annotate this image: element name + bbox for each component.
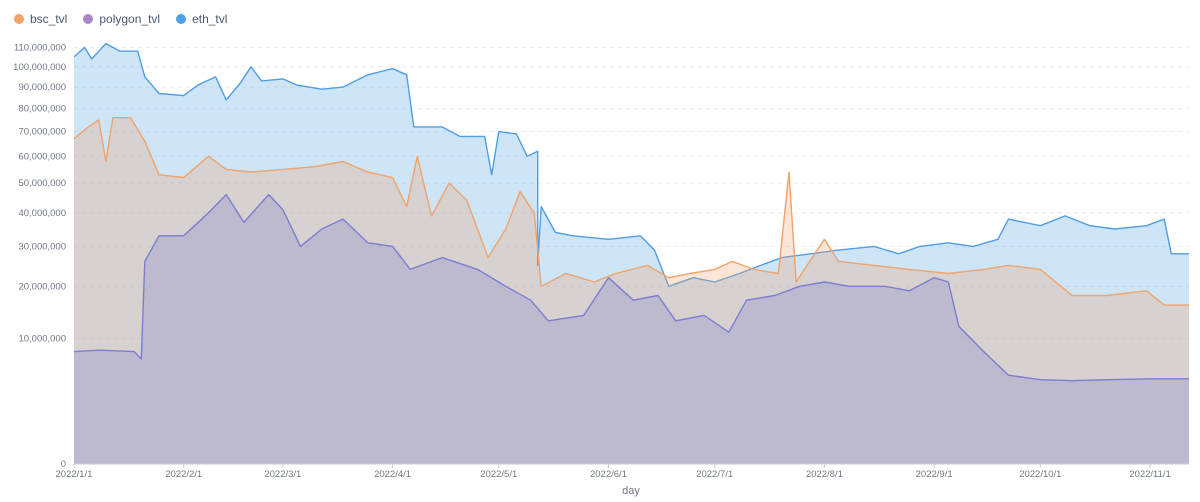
y-tick-label: 100,000,000 <box>13 62 66 73</box>
legend-swatch-bsc <box>14 14 24 24</box>
series-line-polygon_tvl[interactable] <box>73 193 1189 382</box>
x-axis: 2022/1/1 2022/2/1 2022/3/1 2022/4/1 2022/5/1… <box>56 463 1189 480</box>
series-line-bsc_tvl[interactable] <box>73 117 1189 306</box>
x-tick-label: 2022/6/1 <box>590 469 627 480</box>
x-tick-label: 2022/2/1 <box>165 469 202 480</box>
x-tick-label: 2022/4/1 <box>374 469 411 480</box>
series-areas <box>73 42 1189 464</box>
x-tick-label: 2022/9/1 <box>916 469 953 480</box>
legend-item-bsc[interactable]: bsc_tvl <box>14 12 67 26</box>
legend-label-bsc: bsc_tvl <box>30 12 68 26</box>
y-tick-label: 70,000,000 <box>18 127 66 138</box>
legend-label-eth: eth_tvl <box>192 12 228 26</box>
x-tick-label: 2022/3/1 <box>264 469 301 480</box>
y-tick-label: 80,000,000 <box>18 104 66 115</box>
series-line-eth_tvl[interactable] <box>73 42 1189 287</box>
y-tick-label: 110,000,000 <box>14 42 66 53</box>
y-tick-label: 10,000,000 <box>18 333 66 344</box>
series-area-bsc_tvl <box>74 117 1189 464</box>
legend-item-polygon[interactable]: polygon_tvl <box>83 12 160 26</box>
y-tick-label: 90,000,000 <box>18 82 66 93</box>
legend-swatch-eth <box>176 14 187 24</box>
legend-item-eth[interactable]: eth_tvl <box>176 12 227 26</box>
y-tick-label: 0 <box>61 459 66 470</box>
y-tick-label: 40,000,000 <box>18 208 66 219</box>
y-axis: 0 10,000,000 20,000,000 30,000,000 40,000,00… <box>13 42 66 470</box>
x-tick-label: 2022/1/1 <box>56 469 93 480</box>
x-tick-label: 2022/8/1 <box>806 469 843 480</box>
x-tick-label: 2022/5/1 <box>480 469 517 480</box>
legend-swatch-polygon <box>83 14 94 24</box>
series-area-polygon_tvl <box>74 194 1189 464</box>
y-tick-label: 30,000,000 <box>18 241 66 252</box>
y-tick-label: 50,000,000 <box>18 178 66 189</box>
x-tick-label: 2022/11/1 <box>1129 469 1171 480</box>
grid-lines <box>74 46 1189 465</box>
series-area-eth_tvl <box>74 43 1189 464</box>
chart-legend: bsc_tvl polygon_tvl eth_tvl <box>14 12 227 26</box>
x-axis-title: day <box>622 485 640 497</box>
y-tick-label: 60,000,000 <box>18 151 66 162</box>
x-tick-label: 2022/10/1 <box>1019 469 1061 480</box>
y-tick-label: 20,000,000 <box>18 281 66 292</box>
x-tick-label: 2022/7/1 <box>696 469 733 480</box>
legend-label-polygon: polygon_tvl <box>99 12 161 26</box>
